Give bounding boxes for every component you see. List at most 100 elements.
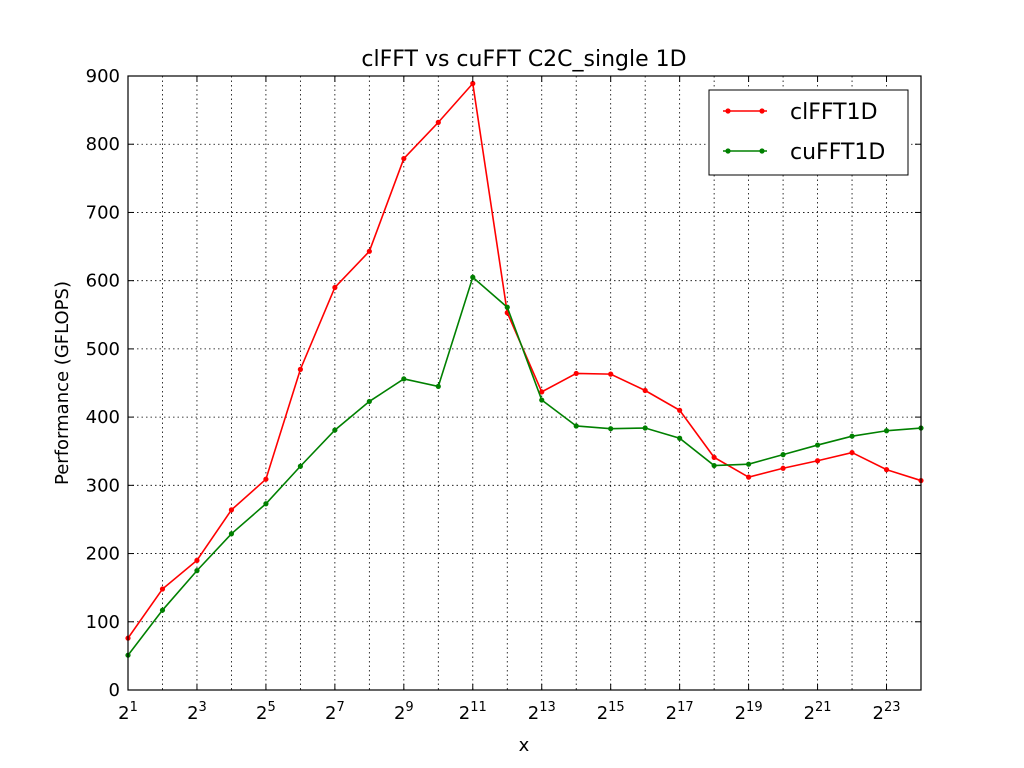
x-tick-base: 2 [597, 703, 608, 724]
x-tick-label: 27 [325, 700, 345, 724]
x-tick-label: 211 [459, 700, 487, 724]
x-tick-base: 2 [187, 703, 198, 724]
x-tick-exponent: 7 [336, 700, 344, 715]
x-tick-exponent: 13 [539, 700, 556, 715]
data-point [263, 501, 269, 507]
data-point [814, 458, 821, 464]
x-tick-base: 2 [394, 703, 405, 724]
y-tick-label: 700 [86, 202, 120, 223]
data-point [366, 398, 372, 405]
x-tick-label: 213 [528, 700, 556, 724]
data-point [642, 425, 648, 431]
x-tick-exponent: 19 [746, 700, 763, 715]
series-line [127, 275, 922, 656]
data-point [539, 397, 545, 403]
x-tick-base: 2 [735, 703, 746, 724]
data-point [539, 389, 545, 395]
data-point [159, 607, 166, 613]
data-point [332, 284, 338, 291]
x-tick-base: 2 [666, 703, 677, 724]
plot-frame [127, 75, 922, 691]
x-tick-label: 215 [597, 700, 625, 724]
y-tick-label: 100 [86, 612, 120, 633]
data-point [849, 433, 855, 439]
x-tick-base: 2 [256, 703, 267, 724]
data-point [780, 452, 786, 458]
legend-marker [725, 148, 731, 154]
legend-marker [725, 108, 731, 114]
series-cuFFT1D [125, 274, 924, 658]
data-point [608, 426, 614, 432]
x-axis-label: x [519, 735, 530, 756]
data-point [297, 366, 303, 372]
data-point [746, 461, 752, 467]
x-tick-exponent: 11 [470, 700, 487, 715]
data-point [194, 557, 200, 563]
data-point [435, 119, 441, 125]
x-tick-base: 2 [118, 703, 129, 724]
data-point [883, 467, 890, 473]
data-point [573, 423, 579, 429]
data-point [159, 586, 166, 592]
x-tick-base: 2 [325, 703, 336, 724]
x-tick-exponent: 23 [884, 700, 901, 715]
x-tick-exponent: 15 [608, 700, 625, 715]
legend-marker [759, 148, 765, 154]
data-point [194, 568, 200, 574]
x-tick-base: 2 [804, 703, 815, 724]
data-point [677, 435, 683, 441]
y-tick-label: 0 [109, 680, 120, 701]
data-point [711, 454, 717, 460]
x-tick-exponent: 9 [405, 700, 413, 715]
data-point [401, 155, 407, 162]
x-tick-label: 219 [735, 700, 763, 724]
tick-labels: 21 23 25 27 29 211 213 215 217 219 221 223010020030… [86, 66, 901, 724]
legend-box [708, 89, 909, 176]
x-tick-label: 217 [666, 700, 694, 724]
x-tick-base: 2 [873, 703, 884, 724]
data-point [401, 376, 407, 382]
data-point [470, 80, 476, 87]
y-tick-label: 600 [86, 271, 120, 292]
series-layer [125, 80, 924, 658]
data-point [435, 383, 441, 390]
data-point [642, 387, 648, 394]
data-point [228, 507, 235, 513]
data-point [573, 370, 579, 377]
grid [128, 76, 921, 690]
data-point [332, 427, 338, 433]
data-point [470, 274, 476, 280]
legend-label: clFFT1D [790, 100, 878, 125]
data-point [711, 462, 717, 469]
x-tick-exponent: 1 [130, 700, 138, 715]
data-point [746, 474, 752, 480]
legend-label: cuFFT1D [790, 140, 885, 165]
x-tick-exponent: 3 [199, 700, 207, 715]
x-tick-base: 2 [528, 703, 539, 724]
x-tick-label: 23 [187, 700, 207, 724]
data-point [228, 531, 235, 537]
data-point [883, 428, 890, 434]
y-tick-label: 300 [86, 475, 120, 496]
ticks [127, 75, 921, 691]
data-point [297, 463, 303, 469]
x-tick-label: 223 [873, 700, 901, 724]
y-tick-label: 500 [86, 339, 120, 360]
x-tick-exponent: 21 [815, 700, 832, 715]
y-tick-label: 200 [86, 544, 120, 565]
data-point [849, 449, 855, 456]
chart-title: clFFT vs cuFFT C2C_single 1D [361, 47, 686, 72]
data-point [780, 465, 786, 471]
x-tick-base: 2 [459, 703, 470, 724]
x-tick-label: 29 [394, 700, 414, 724]
x-tick-label: 21 [118, 700, 138, 724]
x-tick-label: 221 [804, 700, 832, 724]
data-point [504, 304, 510, 310]
x-tick-label: 25 [256, 700, 276, 724]
data-point [677, 407, 683, 413]
data-point [608, 371, 614, 377]
legend: clFFT1D cuFFT1D [708, 89, 909, 176]
x-tick-exponent: 5 [267, 700, 275, 715]
data-point [814, 442, 821, 448]
